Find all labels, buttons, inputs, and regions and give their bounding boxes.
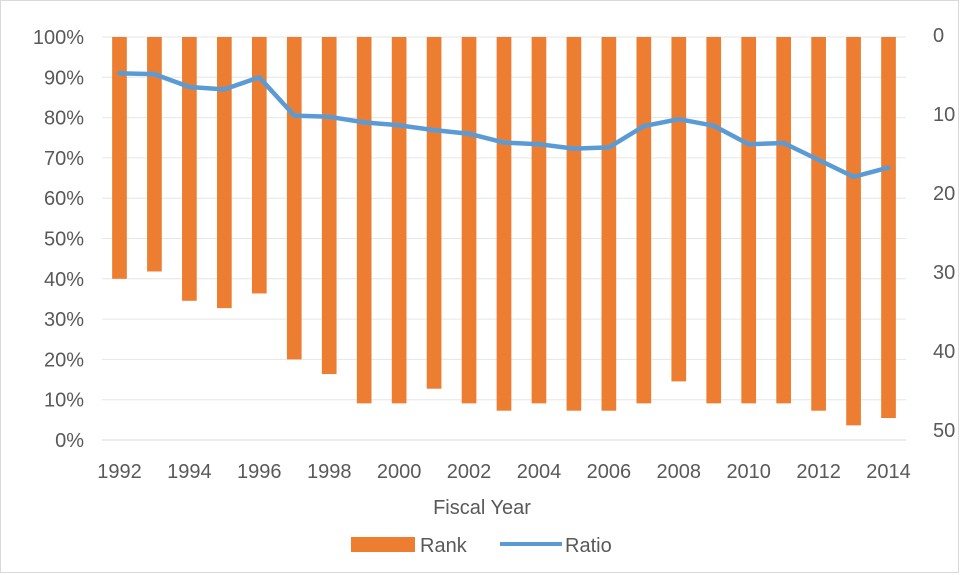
left-tick-label: 40% xyxy=(44,269,84,291)
left-axis: 100% 90% 80% 70% 60% 50% 40% 30% 20% 10% 0% xyxy=(33,27,84,452)
legend-label-ratio: Ratio xyxy=(565,535,612,557)
legend: Rank Ratio xyxy=(351,535,612,557)
x-tick-label: 2012 xyxy=(796,461,841,483)
rank-bar xyxy=(811,37,826,411)
rank-bar xyxy=(286,37,302,360)
right-tick-label: 40 xyxy=(933,341,955,363)
rank-bar xyxy=(706,37,722,404)
rank-bar xyxy=(251,37,267,294)
left-tick-label: 100% xyxy=(33,27,84,49)
rank-bar xyxy=(391,37,407,404)
x-tick-label: 2000 xyxy=(377,461,422,483)
left-tick-label: 60% xyxy=(44,188,84,210)
x-tick-label: 1992 xyxy=(97,461,142,483)
x-tick-label: 1998 xyxy=(307,461,352,483)
left-tick-label: 20% xyxy=(44,349,84,371)
x-tick-label: 1994 xyxy=(167,461,212,483)
legend-swatch-rank xyxy=(351,537,415,552)
rank-bar xyxy=(461,37,477,404)
rank-bar xyxy=(881,37,896,419)
rank-bar xyxy=(496,37,512,411)
x-tick-label: 2002 xyxy=(447,461,492,483)
legend-item-rank: Rank xyxy=(351,535,468,557)
rank-bar xyxy=(636,37,652,404)
left-tick-label: 70% xyxy=(44,148,84,170)
x-tick-label: 2010 xyxy=(726,461,771,483)
rank-bar xyxy=(182,37,197,301)
rank-bar xyxy=(566,37,582,411)
rank-bar xyxy=(147,37,162,272)
line-layer xyxy=(117,71,891,180)
rank-bar xyxy=(217,37,232,309)
left-tick-label: 30% xyxy=(44,309,84,331)
left-tick-label: 10% xyxy=(44,390,84,412)
x-axis-title: Fiscal Year xyxy=(433,497,531,519)
left-tick-label: 90% xyxy=(44,67,84,89)
rank-bar xyxy=(846,37,861,426)
right-tick-label: 10 xyxy=(933,104,955,126)
right-axis: 0 10 20 30 40 50 xyxy=(933,25,955,442)
right-tick-label: 30 xyxy=(933,262,955,284)
left-tick-label: 0% xyxy=(55,430,84,452)
x-tick-label: 2014 xyxy=(866,461,911,483)
x-axis: 1992 1994 1996 1998 2000 2002 2004 2006 2008 2010… xyxy=(97,461,911,483)
right-tick-label: 20 xyxy=(933,183,955,205)
x-tick-label: 2006 xyxy=(587,461,632,483)
rank-bar xyxy=(741,37,757,404)
x-tick-label: 1996 xyxy=(237,461,282,483)
rank-bar xyxy=(426,37,442,389)
rank-bar xyxy=(321,37,337,375)
rank-bar xyxy=(601,37,617,411)
rank-bar xyxy=(112,37,127,279)
left-tick-label: 80% xyxy=(44,108,84,130)
rank-bar xyxy=(531,37,547,404)
left-tick-label: 50% xyxy=(44,229,84,251)
rank-bar xyxy=(356,37,372,404)
x-tick-label: 2008 xyxy=(657,461,702,483)
legend-item-ratio: Ratio xyxy=(500,535,612,557)
x-tick-label: 2004 xyxy=(517,461,562,483)
bar-layer xyxy=(112,37,896,426)
right-tick-label: 0 xyxy=(933,25,944,47)
legend-label-rank: Rank xyxy=(420,535,468,557)
right-tick-label: 50 xyxy=(933,420,955,442)
rank-bar xyxy=(776,37,791,404)
rank-bar xyxy=(671,37,687,382)
